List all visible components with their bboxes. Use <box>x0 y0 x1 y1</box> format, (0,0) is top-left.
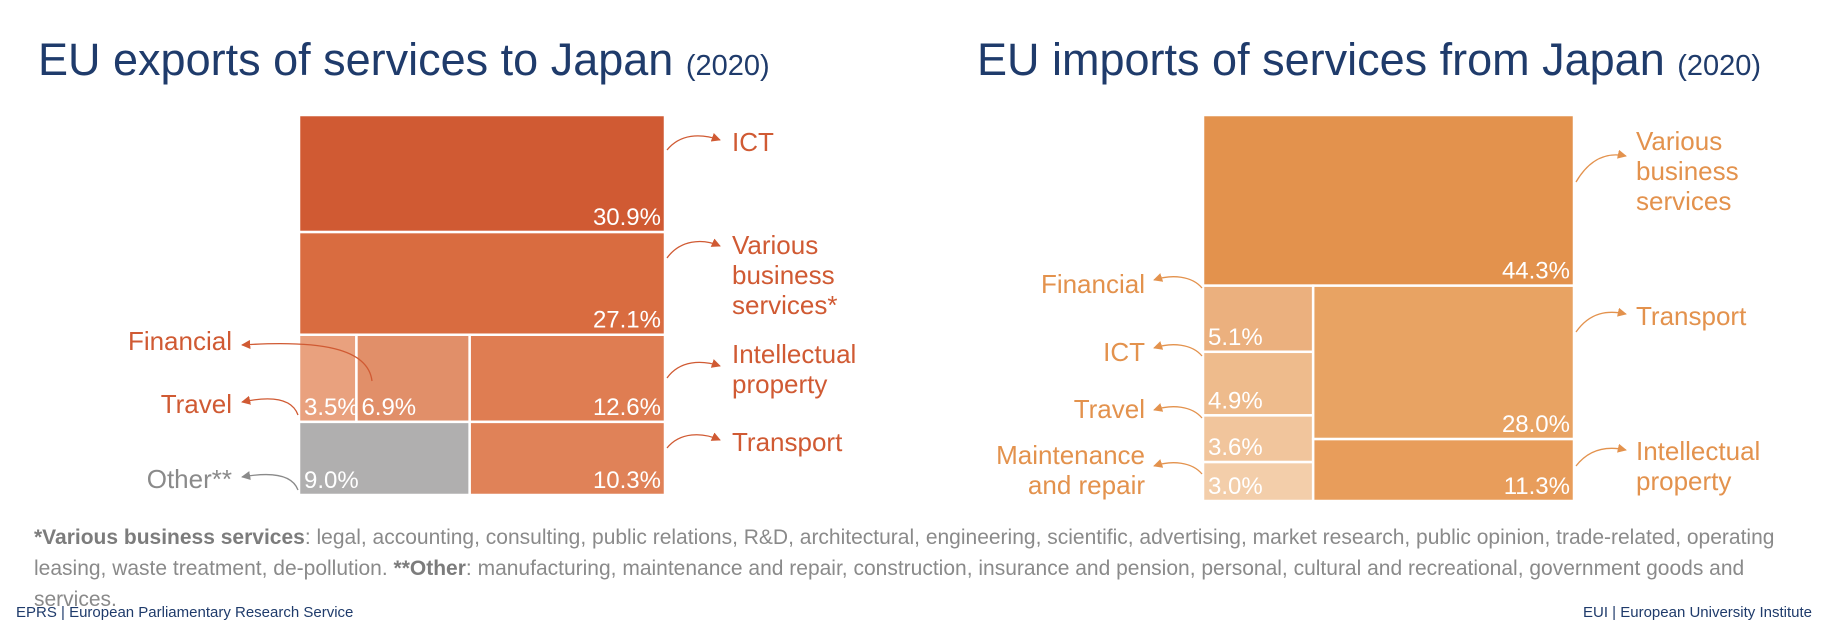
tile-intellectual-property <box>468 333 667 424</box>
tile-financial <box>355 333 471 424</box>
callout-intellectual-property-2: property <box>732 369 827 399</box>
callout-travel: Travel <box>1074 394 1145 424</box>
tile-value-travel: 3.5% <box>304 394 359 421</box>
tile-various-business-services <box>1201 113 1576 287</box>
tile-various-business-services <box>297 230 667 336</box>
callout-various-business-services-1: Various <box>732 230 818 260</box>
tile-value-various-business-services: 27.1% <box>593 307 661 334</box>
tile-value-transport: 28.0% <box>1502 411 1570 438</box>
exports-title-year: (2020) <box>685 50 770 82</box>
callout-financial: Financial <box>1041 269 1145 299</box>
footnote-other-term: **Other <box>393 557 466 580</box>
arrow-various-business-services <box>666 238 721 259</box>
tile-value-transport: 10.3% <box>593 467 661 494</box>
callout-other: Other** <box>147 464 232 494</box>
arrow-transport <box>1575 307 1627 333</box>
tile-value-intellectual-property: 12.6% <box>593 394 661 421</box>
footnote-other-text: : manufacturing, maintenance and repair,… <box>34 557 1745 611</box>
arrow-travel <box>1153 403 1203 419</box>
arrow-financial <box>1153 273 1203 289</box>
callout-travel: Travel <box>161 389 232 419</box>
callout-transport: Transport <box>732 427 843 457</box>
callout-various-business-services-3: services <box>1636 186 1731 216</box>
tile-maintenance-and-repair <box>1201 460 1315 503</box>
footnote-vbs-text: : legal, accounting, consulting, public … <box>34 526 1775 580</box>
callout-ict: ICT <box>732 127 774 157</box>
tile-value-financial: 5.1% <box>1208 324 1263 351</box>
callout-ict: ICT <box>1103 337 1145 367</box>
tile-value-intellectual-property: 11.3% <box>1504 473 1570 500</box>
tile-value-ict: 30.9% <box>593 204 661 231</box>
imports-title-year: (2020) <box>1677 50 1762 82</box>
tile-ict <box>297 113 667 234</box>
callout-various-business-services-3: services* <box>732 290 837 320</box>
tile-value-ict: 4.9% <box>1208 387 1263 414</box>
callout-various-business-services-1: Various <box>1636 126 1722 156</box>
arrow-maintenance-and-repair <box>1153 459 1203 475</box>
credit-eui: EUI | European University Institute <box>1583 604 1812 621</box>
tile-transport <box>468 420 667 497</box>
callout-intellectual-property-1: Intellectual <box>1636 436 1760 466</box>
imports-title-main: EU imports of services from Japan <box>977 34 1665 85</box>
arrow-ict <box>1153 341 1203 357</box>
arrow-ict <box>666 133 721 151</box>
callout-various-business-services-2: business <box>732 260 835 290</box>
exports-title-main: EU exports of services to Japan <box>38 34 674 85</box>
tile-travel <box>1201 414 1315 464</box>
tile-value-travel: 3.6% <box>1208 434 1263 461</box>
arrow-various-business-services <box>1575 149 1627 183</box>
footnote: *Various business services: legal, accou… <box>34 522 1812 615</box>
tile-transport <box>1311 284 1576 441</box>
callout-intellectual-property-1: Intellectual <box>732 339 856 369</box>
exports-title: EU exports of services to Japan (2020) <box>38 34 770 86</box>
tile-value-maintenance-and-repair: 3.0% <box>1208 473 1263 500</box>
callout-maintenance-and-repair-2: and repair <box>1028 470 1145 500</box>
callout-transport: Transport <box>1636 301 1747 331</box>
arrow-other <box>241 471 299 491</box>
imports-title: EU imports of services from Japan (2020) <box>977 34 1761 86</box>
tile-value-various-business-services: 44.3% <box>1502 258 1570 285</box>
arrow-financial <box>241 339 373 382</box>
arrow-travel <box>241 395 299 416</box>
callout-maintenance-and-repair-1: Maintenance <box>996 440 1145 470</box>
arrow-transport <box>666 432 721 449</box>
tile-value-financial: 6.9% <box>361 394 416 421</box>
footnote-vbs-term: *Various business services <box>34 526 305 549</box>
tile-intellectual-property <box>1311 437 1576 503</box>
arrow-intellectual-property <box>666 359 721 379</box>
callout-intellectual-property-2: property <box>1636 466 1731 496</box>
arrow-intellectual-property <box>1575 443 1627 467</box>
tile-value-other: 9.0% <box>304 467 359 494</box>
callout-various-business-services-2: business <box>1636 156 1739 186</box>
callout-financial: Financial <box>128 326 232 356</box>
credit-epers: EPRS | European Parliamentary Research S… <box>16 604 354 621</box>
